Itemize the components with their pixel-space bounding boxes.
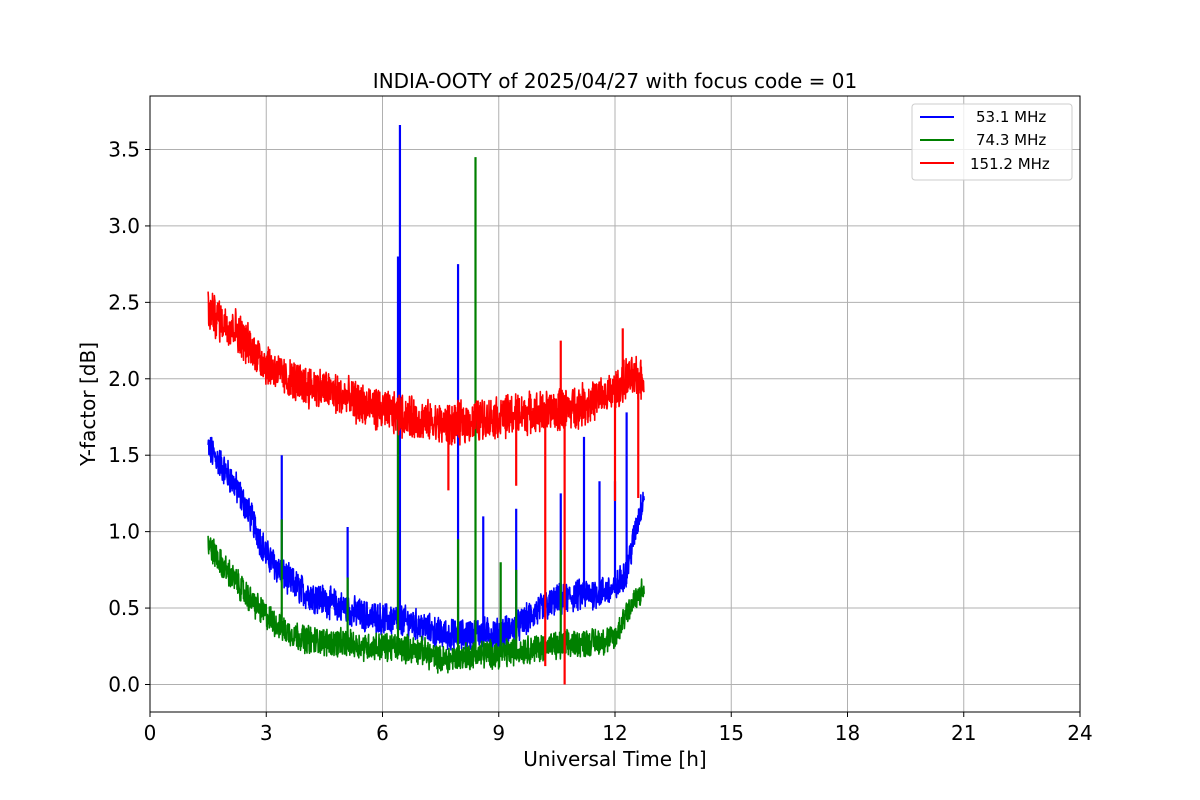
x-axis-label: Universal Time [h] bbox=[523, 747, 706, 771]
y-axis: 0.0 0.5 1.0 1.5 2.0 2.5 3.0 3.5 bbox=[108, 137, 150, 696]
x-axis: 0 3 6 9 12 15 18 21 24 bbox=[144, 712, 1093, 745]
y-axis-label: Y-factor [dB] bbox=[76, 342, 100, 467]
legend-label-151-2: 151.2 MHz bbox=[970, 155, 1050, 173]
legend-label-53-1: 53.1 MHz bbox=[976, 108, 1046, 126]
y-tick-label: 2.5 bbox=[108, 290, 140, 314]
x-tick-label: 24 bbox=[1067, 721, 1092, 745]
x-tick-label: 12 bbox=[602, 721, 627, 745]
chart-title: INDIA-OOTY of 2025/04/27 with focus code… bbox=[373, 69, 857, 93]
x-tick-label: 21 bbox=[951, 721, 976, 745]
y-tick-label: 1.5 bbox=[108, 443, 140, 467]
y-tick-label: 0.5 bbox=[108, 596, 140, 620]
x-tick-label: 15 bbox=[719, 721, 744, 745]
series-line-2 bbox=[207, 291, 645, 446]
y-tick-label: 2.0 bbox=[108, 367, 140, 391]
legend-box bbox=[911, 103, 1073, 181]
y-tick-label: 0.0 bbox=[108, 672, 140, 696]
x-tick-label: 18 bbox=[835, 721, 860, 745]
y-tick-label: 3.0 bbox=[108, 214, 140, 238]
x-tick-label: 3 bbox=[260, 721, 273, 745]
y-tick-label: 1.0 bbox=[108, 520, 140, 544]
legend-label-74-3: 74.3 MHz bbox=[976, 131, 1046, 149]
x-tick-label: 0 bbox=[144, 721, 157, 745]
x-tick-label: 6 bbox=[376, 721, 389, 745]
legend: 53.1 MHz 74.3 MHz 151.2 MHz bbox=[911, 103, 1073, 181]
x-tick-label: 9 bbox=[492, 721, 505, 745]
y-tick-label: 3.5 bbox=[108, 137, 140, 161]
series-layer bbox=[207, 125, 645, 685]
